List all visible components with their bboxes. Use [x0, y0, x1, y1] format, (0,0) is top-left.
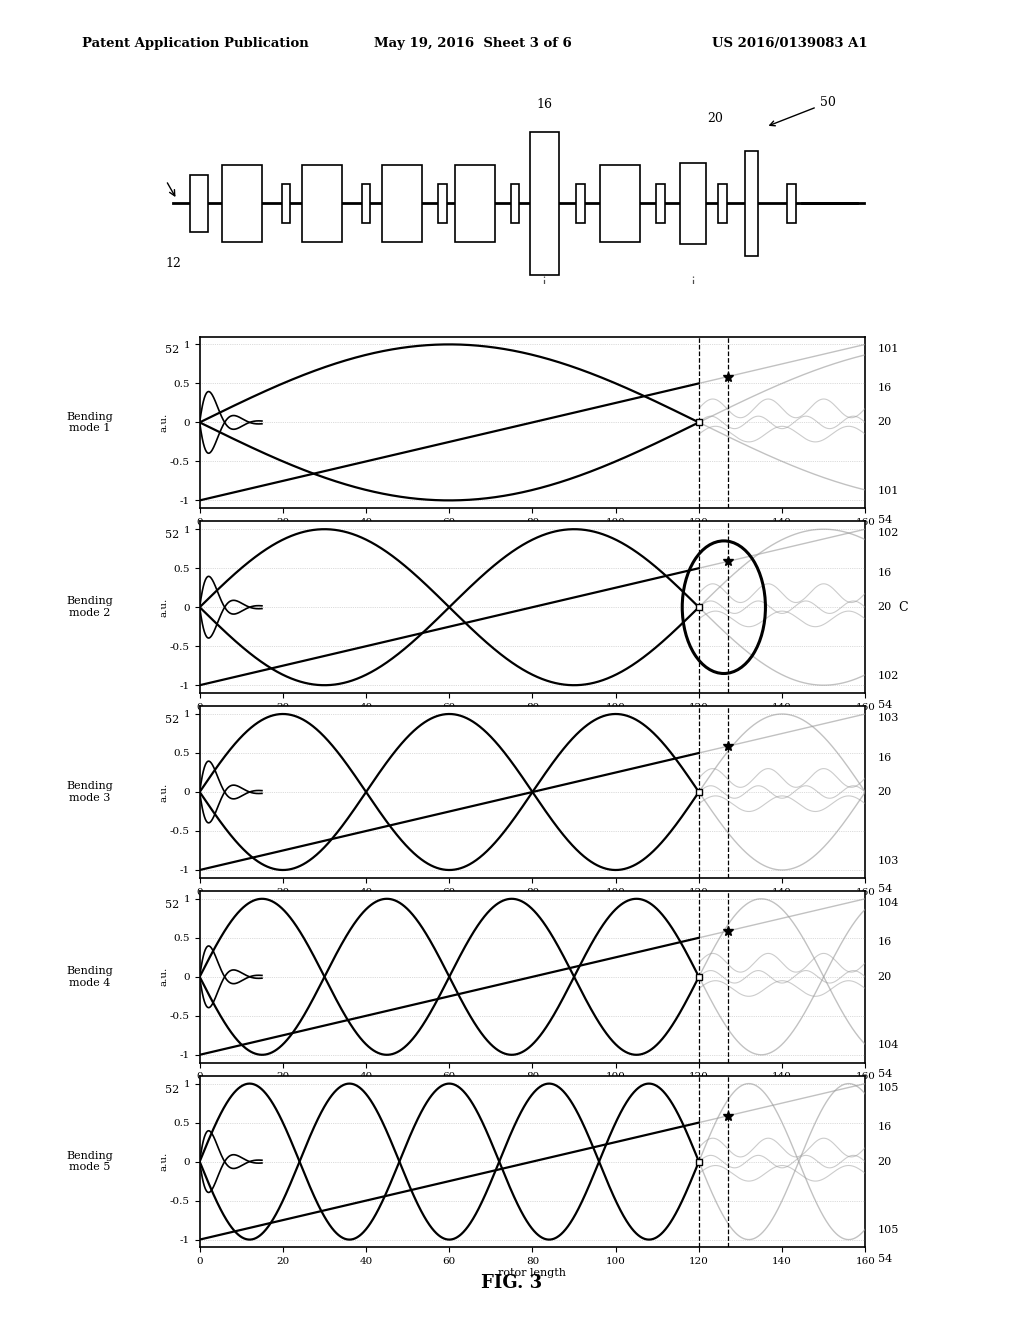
X-axis label: rotor length: rotor length: [499, 528, 566, 539]
Bar: [361, 185, 371, 223]
Text: C: C: [898, 601, 907, 614]
Text: 101: 101: [878, 486, 899, 496]
Bar: [282, 185, 291, 223]
Text: 105: 105: [878, 1082, 899, 1093]
Text: Bending
mode 5: Bending mode 5: [67, 1151, 114, 1172]
Bar: [680, 164, 706, 244]
Text: 20: 20: [878, 1156, 892, 1167]
Text: FIG. 3: FIG. 3: [481, 1274, 543, 1292]
Text: 12: 12: [165, 257, 181, 271]
Text: 16: 16: [878, 1122, 892, 1133]
Text: Bending
mode 1: Bending mode 1: [67, 412, 114, 433]
Y-axis label: a.u.: a.u.: [160, 413, 169, 432]
Text: Patent Application Publication: Patent Application Publication: [82, 37, 308, 50]
Text: 103: 103: [878, 855, 899, 866]
Text: Bending
mode 3: Bending mode 3: [67, 781, 114, 803]
Text: 50: 50: [770, 96, 836, 125]
Text: 104: 104: [878, 1040, 899, 1051]
Bar: [656, 185, 665, 223]
Text: 102: 102: [878, 671, 899, 681]
Text: 20: 20: [878, 602, 892, 612]
Bar: [600, 165, 640, 242]
Bar: [577, 185, 585, 223]
Text: May 19, 2016  Sheet 3 of 6: May 19, 2016 Sheet 3 of 6: [374, 37, 571, 50]
Y-axis label: a.u.: a.u.: [160, 1152, 169, 1171]
X-axis label: rotor length: rotor length: [499, 898, 566, 908]
X-axis label: rotor length: rotor length: [499, 713, 566, 723]
Text: 54: 54: [878, 700, 892, 710]
Text: 103: 103: [878, 713, 899, 723]
Text: 16: 16: [878, 568, 892, 578]
Text: 20: 20: [878, 972, 892, 982]
Text: 52: 52: [165, 1085, 179, 1094]
Text: 52: 52: [165, 346, 179, 355]
Text: 54: 54: [878, 884, 892, 895]
Bar: [438, 185, 446, 223]
Text: 54: 54: [878, 1069, 892, 1080]
Text: US 2016/0139083 A1: US 2016/0139083 A1: [712, 37, 867, 50]
Bar: [744, 150, 758, 256]
Text: 104: 104: [878, 898, 899, 908]
Text: 20: 20: [878, 787, 892, 797]
Text: 101: 101: [878, 343, 899, 354]
Bar: [189, 174, 208, 232]
X-axis label: rotor length: rotor length: [499, 1082, 566, 1093]
Text: 16: 16: [878, 383, 892, 393]
Text: Bending
mode 2: Bending mode 2: [67, 597, 114, 618]
Text: 54: 54: [878, 515, 892, 525]
Bar: [786, 185, 796, 223]
Text: 102: 102: [878, 528, 899, 539]
Text: 52: 52: [165, 900, 179, 909]
Text: 54: 54: [878, 1254, 892, 1265]
Text: 20: 20: [878, 417, 892, 428]
Text: 52: 52: [165, 715, 179, 725]
Text: 20: 20: [707, 112, 723, 124]
Text: 105: 105: [878, 1225, 899, 1236]
Bar: [511, 185, 519, 223]
Y-axis label: a.u.: a.u.: [160, 968, 169, 986]
Bar: [718, 185, 727, 223]
X-axis label: rotor length: rotor length: [499, 1267, 566, 1278]
Bar: [382, 165, 422, 242]
Text: Bending
mode 4: Bending mode 4: [67, 966, 114, 987]
Y-axis label: a.u.: a.u.: [160, 598, 169, 616]
Text: 52: 52: [165, 531, 179, 540]
Y-axis label: a.u.: a.u.: [160, 783, 169, 801]
Text: 16: 16: [878, 752, 892, 763]
Bar: [302, 165, 342, 242]
Text: 16: 16: [536, 98, 552, 111]
Bar: [455, 165, 495, 242]
Bar: [529, 132, 559, 275]
Bar: [222, 165, 262, 242]
Text: 16: 16: [878, 937, 892, 948]
